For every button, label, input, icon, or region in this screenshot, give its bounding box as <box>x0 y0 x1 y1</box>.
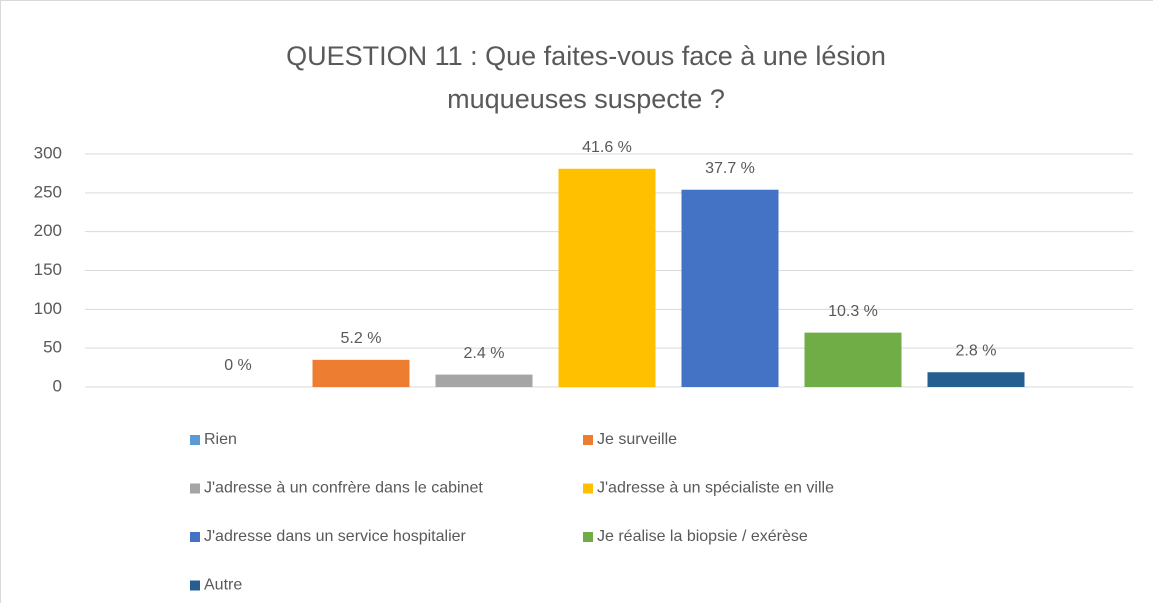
chart-title: QUESTION 11 : Que faites-vous face à une… <box>286 41 886 71</box>
y-tick-label: 50 <box>43 338 62 357</box>
data-label: 2.4 % <box>464 345 505 362</box>
data-label: 10.3 % <box>828 303 878 320</box>
data-label: 2.8 % <box>956 342 997 359</box>
legend-swatch <box>190 532 200 542</box>
legend-label: J'adresse à un spécialiste en ville <box>597 480 834 497</box>
bar <box>435 374 533 387</box>
legend-swatch <box>583 435 593 445</box>
bar <box>804 332 902 387</box>
legend-label: J'adresse dans un service hospitalier <box>204 528 467 545</box>
legend-swatch <box>583 532 593 542</box>
y-tick-label: 200 <box>34 221 62 240</box>
y-tick-label: 100 <box>34 299 62 318</box>
chart-title: muqueuses suspecte ? <box>447 84 725 114</box>
legend-swatch <box>190 435 200 445</box>
legend-swatch <box>190 483 200 494</box>
legend-swatch <box>190 580 200 591</box>
data-label: 0 % <box>224 357 252 374</box>
data-label: 37.7 % <box>705 160 755 177</box>
bar <box>312 359 410 387</box>
bar <box>681 189 779 387</box>
y-tick-label: 150 <box>34 260 62 279</box>
data-label: 5.2 % <box>341 330 382 347</box>
legend-label: Rien <box>204 431 237 448</box>
data-label: 41.6 % <box>582 139 632 156</box>
y-tick-label: 250 <box>34 182 62 201</box>
y-tick-label: 300 <box>34 143 62 162</box>
y-tick-label: 0 <box>53 376 62 395</box>
legend-label: Je réalise la biopsie / exérèse <box>597 528 808 545</box>
legend-swatch <box>583 483 593 494</box>
bar <box>558 168 656 387</box>
legend-label: J'adresse à un confrère dans le cabinet <box>204 480 483 497</box>
legend-label: Je surveille <box>597 431 677 448</box>
bar <box>927 372 1025 387</box>
legend-label: Autre <box>204 577 242 594</box>
